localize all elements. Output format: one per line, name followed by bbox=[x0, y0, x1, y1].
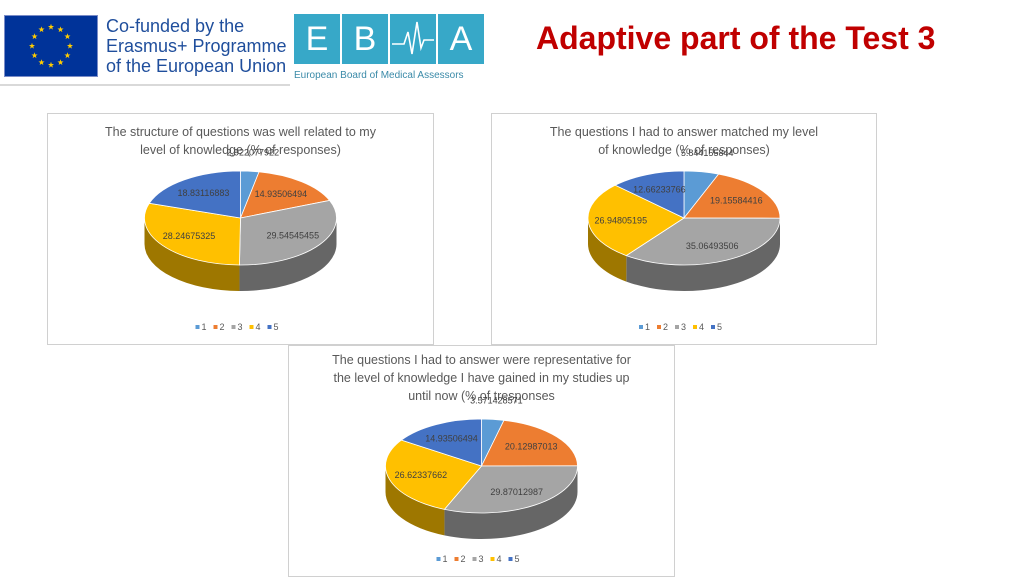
eu-star-icon bbox=[48, 24, 54, 30]
legend-marker-5 bbox=[268, 325, 272, 329]
eu-text-line-2: Erasmus+ Programme bbox=[106, 36, 287, 56]
eu-erasmus-logo: Co-funded by the Erasmus+ Programme of t… bbox=[4, 10, 290, 82]
eu-star-icon bbox=[32, 52, 38, 58]
data-label-5: 12.66233766 bbox=[633, 184, 686, 194]
pie-chart-matched-level: The questions I had to answer matched my… bbox=[491, 113, 877, 345]
legend-marker-4 bbox=[693, 325, 697, 329]
legend-label-4: 4 bbox=[497, 554, 502, 564]
legend-marker-3 bbox=[473, 557, 477, 561]
ebma-letter-b: B bbox=[342, 14, 388, 64]
data-label-1: 2.922077922 bbox=[227, 147, 280, 157]
chart-title-line: the level of knowledge I have gained in … bbox=[333, 371, 629, 385]
ebma-letter-e: E bbox=[294, 14, 340, 64]
legend-label-3: 3 bbox=[479, 554, 484, 564]
eu-text-line-3: of the European Union bbox=[106, 56, 287, 76]
legend-label-2: 2 bbox=[663, 322, 668, 332]
legend-label-5: 5 bbox=[274, 322, 279, 332]
slide-title: Adaptive part of the Test 3 bbox=[536, 20, 935, 57]
eu-star-icon bbox=[29, 43, 35, 49]
legend-label-5: 5 bbox=[717, 322, 722, 332]
ebma-letter-a: A bbox=[438, 14, 484, 64]
legend-label-2: 2 bbox=[461, 554, 466, 564]
legend-marker-2 bbox=[657, 325, 661, 329]
data-label-3: 29.54545455 bbox=[267, 231, 320, 241]
eu-star-icon bbox=[57, 59, 63, 65]
eu-star-icon bbox=[38, 59, 44, 65]
legend-marker-1 bbox=[437, 557, 441, 561]
legend-marker-5 bbox=[711, 325, 715, 329]
ebma-heartbeat-icon bbox=[390, 14, 436, 64]
data-label-1: 5.844155844 bbox=[681, 148, 734, 158]
data-label-5: 18.83116883 bbox=[177, 188, 229, 198]
eu-star-icon bbox=[64, 52, 70, 58]
eu-star-icon bbox=[64, 33, 70, 39]
legend-marker-4 bbox=[491, 557, 495, 561]
eu-star-icon bbox=[48, 62, 54, 68]
legend-label-3: 3 bbox=[681, 322, 686, 332]
eu-flag-icon bbox=[4, 15, 98, 77]
eu-star-icon bbox=[38, 26, 44, 32]
legend-label-4: 4 bbox=[699, 322, 704, 332]
data-label-4: 26.62337662 bbox=[395, 470, 448, 480]
legend-marker-2 bbox=[214, 325, 218, 329]
legend-marker-1 bbox=[639, 325, 643, 329]
legend-label-1: 1 bbox=[202, 322, 207, 332]
legend-marker-2 bbox=[455, 557, 459, 561]
header-divider bbox=[0, 84, 290, 86]
data-label-2: 19.15584416 bbox=[710, 196, 763, 206]
data-label-4: 26.94805195 bbox=[595, 215, 648, 225]
chart-title-line: The questions I had to answer matched my… bbox=[550, 125, 818, 139]
legend-label-1: 1 bbox=[645, 322, 650, 332]
pie-chart-structure: The structure of questions was well rela… bbox=[47, 113, 434, 345]
chart-title-line: The structure of questions was well rela… bbox=[105, 125, 377, 139]
ebma-subtitle: European Board of Medical Assessors bbox=[294, 70, 464, 81]
legend-marker-3 bbox=[232, 325, 236, 329]
data-label-2: 20.12987013 bbox=[505, 442, 558, 452]
eu-star-icon bbox=[32, 33, 38, 39]
legend-label-1: 1 bbox=[443, 554, 448, 564]
eu-logo-text: Co-funded by the Erasmus+ Programme of t… bbox=[106, 16, 287, 76]
ebma-logo: E B A European Board of Medical Assessor… bbox=[292, 12, 484, 86]
legend-marker-3 bbox=[675, 325, 679, 329]
pie-chart-representative: The questions I had to answer were repre… bbox=[288, 345, 675, 577]
data-label-4: 28.24675325 bbox=[163, 231, 216, 241]
eu-star-icon bbox=[67, 43, 73, 49]
legend-label-4: 4 bbox=[256, 322, 261, 332]
data-label-1: 3.571428571 bbox=[470, 395, 523, 405]
legend-label-3: 3 bbox=[238, 322, 243, 332]
legend-marker-5 bbox=[509, 557, 513, 561]
legend-label-5: 5 bbox=[515, 554, 520, 564]
chart-title-line: The questions I had to answer were repre… bbox=[332, 353, 631, 367]
data-label-5: 14.93506494 bbox=[425, 434, 478, 444]
eu-text-line-1: Co-funded by the bbox=[106, 16, 287, 36]
data-label-3: 29.87012987 bbox=[490, 487, 543, 497]
legend-marker-4 bbox=[250, 325, 254, 329]
data-label-3: 35.06493506 bbox=[686, 241, 739, 251]
data-label-2: 14.93506494 bbox=[255, 189, 308, 199]
legend-label-2: 2 bbox=[220, 322, 225, 332]
legend-marker-1 bbox=[196, 325, 200, 329]
eu-star-icon bbox=[57, 26, 63, 32]
